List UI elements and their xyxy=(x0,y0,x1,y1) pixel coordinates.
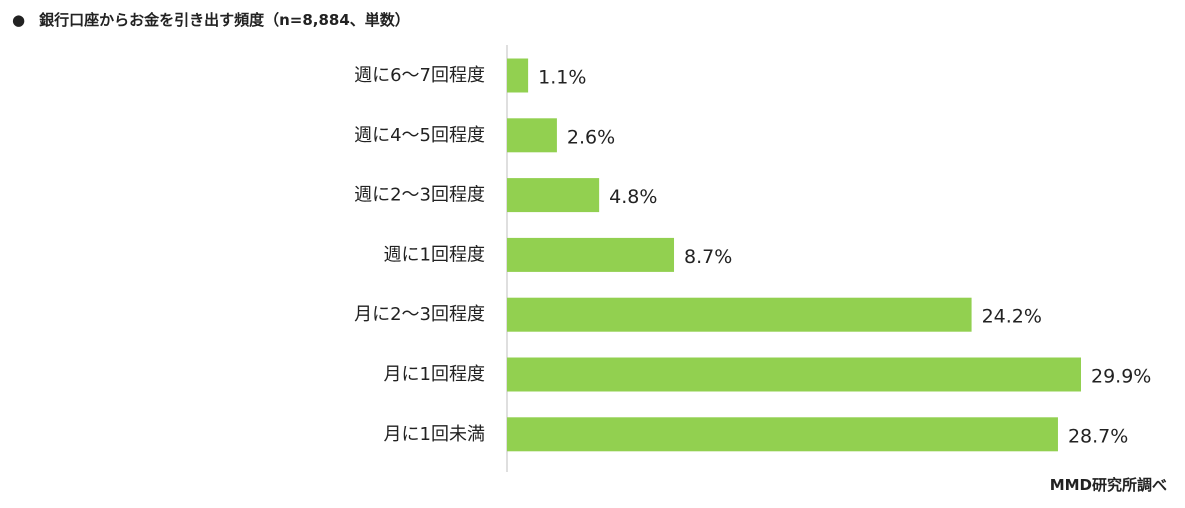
chart-title-row: ● 銀行口座からお金を引き出す頻度（n=8,884、単数） xyxy=(12,9,410,30)
value-label: 4.8% xyxy=(609,186,657,208)
category-label: 週に4～5回程度 xyxy=(354,125,485,146)
category-label: 週に6～7回程度 xyxy=(354,65,485,86)
bar xyxy=(507,237,675,272)
value-label: 2.6% xyxy=(567,126,615,148)
bullet-icon: ● xyxy=(12,11,26,29)
bar xyxy=(507,297,972,332)
bar xyxy=(507,118,557,153)
value-label: 8.7% xyxy=(684,246,732,268)
category-label: 月に1回程度 xyxy=(384,364,485,385)
bar xyxy=(507,417,1058,452)
source-credit: MMD研究所調べ xyxy=(1049,476,1167,494)
category-label: 月に1回未満 xyxy=(384,424,485,445)
category-label: 月に2～3回程度 xyxy=(354,304,485,325)
bar xyxy=(507,178,600,213)
value-label: 29.9% xyxy=(1091,366,1151,388)
category-label: 週に2～3回程度 xyxy=(354,185,485,206)
bars-group: 週に6～7回程度 1.1% 週に4～5回程度 2.6% 週に2～3回程度 4.8% 週に1回… xyxy=(354,58,1151,452)
bar xyxy=(507,357,1081,392)
chart-title: 銀行口座からお金を引き出す頻度（n=8,884、単数） xyxy=(39,11,410,29)
value-label: 24.2% xyxy=(982,306,1042,328)
category-label: 週に1回程度 xyxy=(384,244,485,265)
bar xyxy=(507,58,529,93)
value-label: 1.1% xyxy=(538,67,586,89)
value-label: 28.7% xyxy=(1068,425,1128,447)
